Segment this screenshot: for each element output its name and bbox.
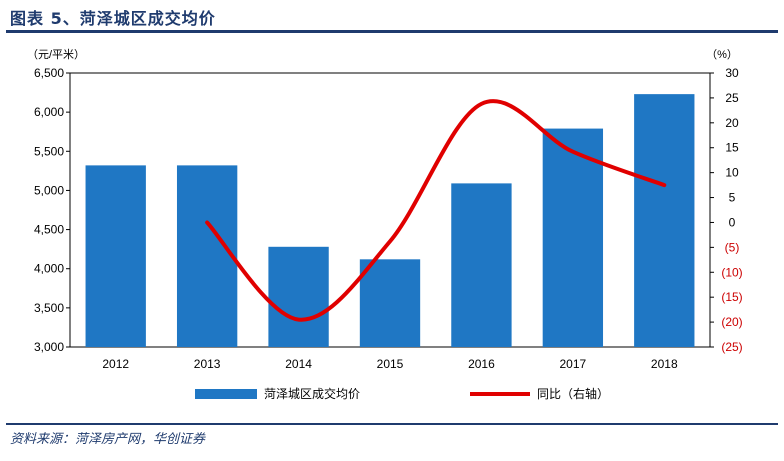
left-tick-label: 6,500 bbox=[34, 66, 64, 80]
x-tick-label: 2013 bbox=[194, 357, 221, 371]
right-tick-label: 5 bbox=[729, 191, 736, 205]
bar-2018 bbox=[634, 94, 695, 347]
source-rule bbox=[6, 423, 778, 425]
right-tick-label: (25) bbox=[721, 340, 742, 354]
title-rule bbox=[6, 30, 778, 33]
legend-bar-swatch bbox=[195, 389, 257, 399]
x-tick-label: 2017 bbox=[560, 357, 587, 371]
right-tick-label: (20) bbox=[721, 315, 742, 329]
x-tick-label: 2014 bbox=[285, 357, 312, 371]
x-tick-label: 2015 bbox=[377, 357, 404, 371]
right-tick-label: 10 bbox=[725, 166, 739, 180]
right-tick-label: 0 bbox=[729, 215, 736, 229]
right-tick-label: 30 bbox=[725, 66, 739, 80]
left-tick-label: 4,500 bbox=[34, 223, 64, 237]
bar-2012 bbox=[85, 165, 146, 347]
left-axis-unit: （元/平米） bbox=[27, 48, 85, 61]
right-tick-label: (15) bbox=[721, 290, 742, 304]
left-tick-label: 3,000 bbox=[34, 340, 64, 354]
bar-2016 bbox=[451, 183, 512, 347]
x-tick-label: 2016 bbox=[468, 357, 495, 371]
bar-2017 bbox=[542, 128, 604, 347]
right-axis-unit: （%） bbox=[706, 48, 738, 61]
source-note: 资料来源：菏泽房产网，华创证券 bbox=[10, 432, 206, 447]
legend-line-label: 同比（右轴） bbox=[537, 386, 609, 401]
bar-2013 bbox=[176, 165, 238, 347]
left-tick-label: 6,000 bbox=[34, 105, 64, 119]
figure-title: 图表 5、菏泽城区成交均价 bbox=[10, 9, 216, 28]
left-tick-label: 5,000 bbox=[34, 183, 64, 197]
legend-bar-label: 菏泽城区成交均价 bbox=[264, 386, 360, 401]
bar-2015 bbox=[359, 259, 421, 347]
left-tick-label: 5,500 bbox=[34, 144, 64, 158]
right-tick-label: (5) bbox=[725, 240, 740, 254]
left-tick-label: 3,500 bbox=[34, 301, 64, 315]
right-tick-label: 25 bbox=[725, 91, 739, 105]
right-tick-label: 15 bbox=[725, 141, 739, 155]
right-tick-label: 20 bbox=[725, 116, 739, 130]
left-tick-label: 4,000 bbox=[34, 262, 64, 276]
x-tick-label: 2018 bbox=[651, 357, 678, 371]
right-tick-label: (10) bbox=[721, 265, 742, 279]
bar-2014 bbox=[268, 246, 329, 347]
x-tick-label: 2012 bbox=[102, 357, 129, 371]
